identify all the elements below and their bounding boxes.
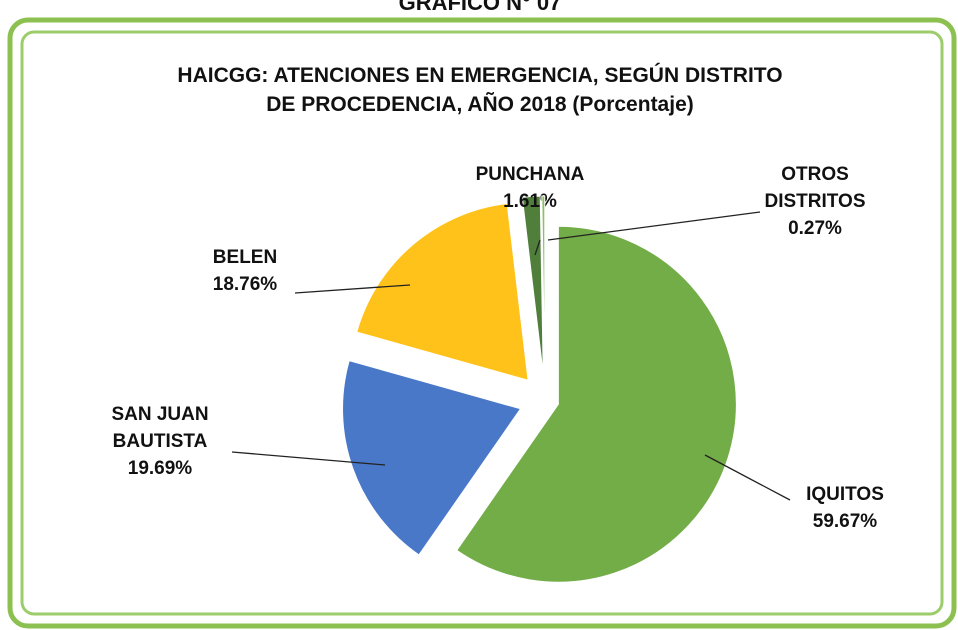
leader-line <box>231 451 386 466</box>
pie-slice <box>342 360 522 556</box>
leader-line <box>534 239 541 256</box>
slice-value: 19.69% <box>128 458 193 479</box>
outer-frame <box>7 17 957 629</box>
slice-value: 18.76% <box>213 274 278 295</box>
slice-label: OTROS DISTRITOS <box>765 164 866 212</box>
heading: GRAFICO N° 07 <box>399 0 562 15</box>
slice-label: IQUITOS <box>806 484 884 505</box>
leader-line <box>547 211 761 241</box>
slice-value: 1.61% <box>503 191 557 212</box>
slice-label: BELEN <box>213 247 277 268</box>
slice-label: SAN JUAN BAUTISTA <box>111 404 208 452</box>
slice-label: PUNCHANA <box>476 164 585 185</box>
chart-title: HAICGG: ATENCIONES EN EMERGENCIA, SEGÚN … <box>177 63 782 116</box>
pie-slice <box>541 195 546 375</box>
pie-slice <box>456 225 737 583</box>
slice-value: 59.67% <box>813 511 878 532</box>
pie-slice <box>521 195 544 375</box>
leader-line <box>294 284 411 294</box>
leader-line <box>704 454 791 501</box>
slice-value: 0.27% <box>788 218 842 239</box>
pie-slice <box>356 202 529 381</box>
